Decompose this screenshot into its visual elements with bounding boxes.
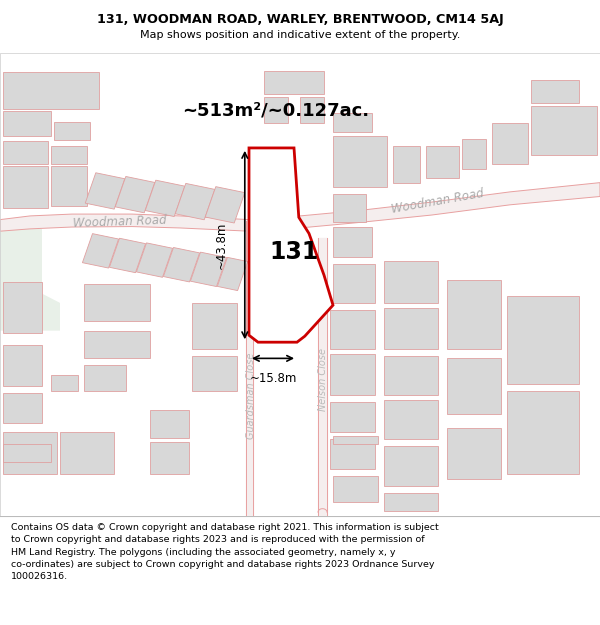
Bar [51, 146, 87, 164]
Bar [531, 80, 579, 103]
Bar [393, 146, 420, 182]
Bar [447, 280, 501, 349]
Bar [150, 410, 189, 438]
Text: Guardsman Close: Guardsman Close [246, 352, 256, 439]
Text: Woodman Road: Woodman Road [391, 187, 485, 216]
Bar [3, 282, 42, 333]
Bar [3, 344, 42, 386]
Polygon shape [0, 229, 60, 331]
Text: ~513m²/~0.127ac.: ~513m²/~0.127ac. [182, 102, 370, 120]
Text: Map shows position and indicative extent of the property.: Map shows position and indicative extent… [140, 30, 460, 40]
Text: Nelson Close: Nelson Close [318, 348, 328, 411]
Bar [3, 141, 48, 164]
Bar [384, 492, 438, 511]
Bar [330, 354, 375, 396]
Bar [384, 446, 438, 486]
Bar [264, 71, 324, 94]
Bar [330, 310, 375, 349]
Polygon shape [190, 252, 227, 286]
Bar [384, 308, 438, 349]
Bar [507, 296, 579, 384]
Bar [384, 261, 438, 303]
Polygon shape [136, 243, 173, 278]
Bar [333, 226, 372, 257]
Polygon shape [163, 248, 200, 282]
Bar [3, 444, 51, 462]
Text: 131, WOODMAN ROAD, WARLEY, BRENTWOOD, CM14 5AJ: 131, WOODMAN ROAD, WARLEY, BRENTWOOD, CM… [97, 13, 503, 26]
Text: 131: 131 [269, 240, 319, 264]
Text: ~43.8m: ~43.8m [215, 221, 228, 269]
Bar [447, 358, 501, 414]
Bar [333, 113, 372, 132]
Bar [51, 374, 78, 391]
Bar [333, 436, 378, 444]
Polygon shape [286, 281, 317, 311]
Bar [330, 439, 375, 469]
Bar [447, 428, 501, 479]
Bar [51, 166, 87, 206]
Bar [60, 432, 114, 474]
Bar [333, 136, 387, 188]
Bar [3, 432, 57, 474]
Bar [3, 111, 51, 136]
Bar [384, 400, 438, 439]
Bar [531, 106, 597, 155]
Bar [300, 97, 324, 122]
Bar [462, 139, 486, 169]
Polygon shape [109, 238, 146, 272]
Bar [84, 284, 150, 321]
Polygon shape [217, 258, 248, 291]
Bar [3, 72, 99, 109]
Bar [3, 166, 48, 208]
Bar [54, 122, 90, 140]
Bar [192, 303, 237, 349]
Bar [330, 402, 375, 432]
Bar [84, 365, 126, 391]
Polygon shape [249, 148, 333, 342]
Bar [333, 476, 378, 502]
Polygon shape [82, 234, 119, 268]
Polygon shape [175, 183, 215, 220]
Polygon shape [205, 187, 245, 223]
Bar [384, 356, 438, 396]
Bar [3, 393, 42, 423]
Polygon shape [115, 176, 155, 213]
Bar [84, 331, 150, 358]
Bar [333, 194, 366, 222]
Bar [150, 442, 189, 474]
Bar [192, 356, 237, 391]
Bar [333, 264, 375, 303]
Bar [426, 146, 459, 178]
Bar [264, 97, 288, 122]
Polygon shape [85, 173, 125, 209]
Polygon shape [145, 180, 185, 216]
Bar [507, 391, 579, 474]
Text: Woodman Road: Woodman Road [73, 214, 167, 230]
Polygon shape [0, 182, 600, 231]
Text: Contains OS data © Crown copyright and database right 2021. This information is : Contains OS data © Crown copyright and d… [11, 523, 439, 581]
Bar [492, 122, 528, 164]
Text: ~15.8m: ~15.8m [250, 372, 296, 385]
